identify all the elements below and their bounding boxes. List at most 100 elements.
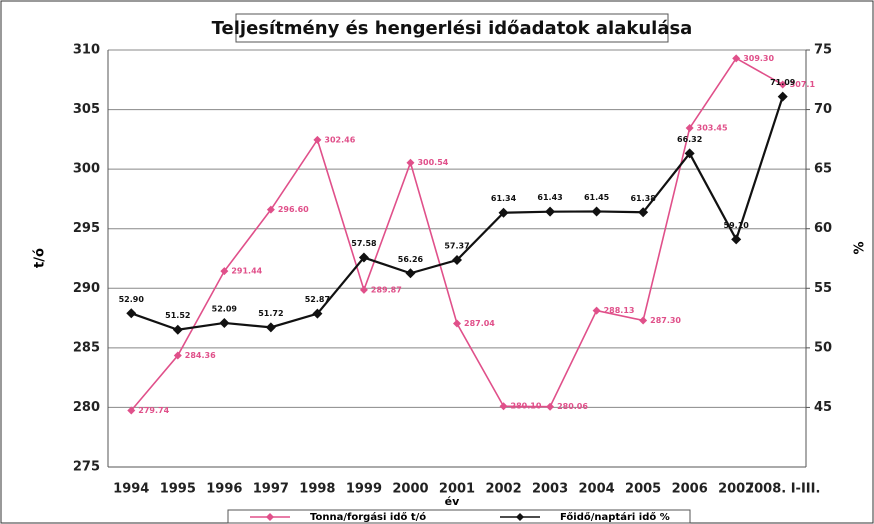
y2-tick-label: 75 <box>814 43 832 58</box>
marker <box>498 207 509 218</box>
y2-tick-label: 50 <box>814 340 832 355</box>
data-label: 61.45 <box>584 193 610 202</box>
data-label: 287.30 <box>650 316 681 325</box>
marker <box>545 206 556 217</box>
data-label: 309.30 <box>743 54 774 63</box>
data-label: 303.45 <box>697 124 728 133</box>
marker <box>499 402 508 411</box>
chart-title: Teljesítmény és hengerlési időadatok ala… <box>212 18 693 39</box>
marker <box>220 267 229 276</box>
marker <box>126 308 137 319</box>
data-label: 66.32 <box>677 135 702 144</box>
data-label: 59.10 <box>724 221 750 230</box>
marker <box>359 285 368 294</box>
x-tick-label: 1994 <box>113 482 149 497</box>
marker <box>638 207 649 218</box>
data-label: 51.52 <box>165 311 190 320</box>
y-tick-label: 295 <box>73 221 100 236</box>
marker <box>358 252 369 263</box>
x-tick-label: 2004 <box>579 482 615 497</box>
marker <box>312 308 323 319</box>
data-label: 302.46 <box>324 135 355 144</box>
data-label: 296.60 <box>278 205 309 214</box>
data-label: 307.1 <box>790 80 816 89</box>
marker <box>405 268 416 279</box>
marker <box>265 322 276 333</box>
data-label: 52.90 <box>119 295 145 304</box>
x-tick-label: 1996 <box>206 482 242 497</box>
y-tick-label: 275 <box>73 460 100 475</box>
marker <box>219 317 230 328</box>
data-label: 300.54 <box>417 158 448 167</box>
data-label: 61.43 <box>537 193 562 202</box>
data-label: 57.37 <box>444 242 469 251</box>
series-line <box>130 57 784 412</box>
y-tick-label: 305 <box>73 102 100 117</box>
data-label: 51.72 <box>258 309 283 318</box>
data-label: 287.04 <box>464 319 495 328</box>
x-tick-label: 2003 <box>532 482 568 497</box>
data-label: 56.26 <box>398 255 424 264</box>
x-tick-label: 2000 <box>392 482 428 497</box>
marker <box>406 158 415 167</box>
marker <box>266 205 275 214</box>
series-line <box>130 96 784 331</box>
marker <box>453 319 461 328</box>
marker <box>127 406 136 415</box>
legend-label: Tonna/forgási idő t/ó <box>310 511 426 523</box>
x-tick-label: 1997 <box>253 482 289 497</box>
y2-tick-label: 55 <box>814 281 832 296</box>
data-label: 279.74 <box>138 406 169 415</box>
marker <box>313 135 322 144</box>
data-label: 291.44 <box>231 267 262 276</box>
y-axis-label: t/ó <box>33 248 48 268</box>
legend-label: Főidő/naptári idő % <box>560 511 670 523</box>
x-tick-label: 2001 <box>439 482 475 497</box>
data-label: 280.06 <box>557 402 588 411</box>
marker <box>173 351 182 360</box>
title-box <box>235 13 669 43</box>
y2-tick-label: 70 <box>814 102 832 117</box>
marker <box>592 306 601 315</box>
marker <box>546 402 555 411</box>
data-label: 61.38 <box>630 194 656 203</box>
x-tick-label: 2002 <box>485 482 521 497</box>
x-tick-label: 1995 <box>160 482 196 497</box>
y-tick-label: 280 <box>73 400 100 415</box>
data-label: 52.87 <box>305 295 330 304</box>
data-label: 61.34 <box>491 194 517 203</box>
y-tick-label: 285 <box>73 340 100 355</box>
y-tick-label: 300 <box>73 162 100 177</box>
marker <box>452 255 462 266</box>
data-label: 71.09 <box>770 78 796 87</box>
marker <box>591 206 602 217</box>
x-axis-label: év <box>445 495 460 508</box>
y2-tick-label: 65 <box>814 162 832 177</box>
x-tick-label: 2008. I-III. <box>745 482 820 497</box>
marker <box>639 316 648 325</box>
x-tick-label: 1998 <box>299 482 335 497</box>
data-label: 289.87 <box>371 285 402 294</box>
y-tick-label: 310 <box>73 43 100 58</box>
data-label: 284.36 <box>185 351 216 360</box>
data-label: 52.09 <box>212 304 238 313</box>
marker <box>684 148 695 159</box>
data-label: 288.13 <box>604 306 635 315</box>
marker <box>685 124 694 133</box>
marker <box>778 80 787 89</box>
legend <box>227 509 691 524</box>
data-label: 280.10 <box>511 402 542 411</box>
x-tick-label: 2006 <box>672 482 708 497</box>
legend-marker <box>266 513 274 521</box>
y2-axis-label: % <box>853 241 868 254</box>
legend-marker <box>516 513 524 521</box>
x-tick-label: 1999 <box>346 482 382 497</box>
y-tick-label: 290 <box>73 281 100 296</box>
y2-tick-label: 45 <box>814 400 832 415</box>
marker <box>732 54 741 63</box>
marker <box>731 234 742 245</box>
x-tick-label: 2005 <box>625 482 661 497</box>
marker <box>172 324 183 335</box>
